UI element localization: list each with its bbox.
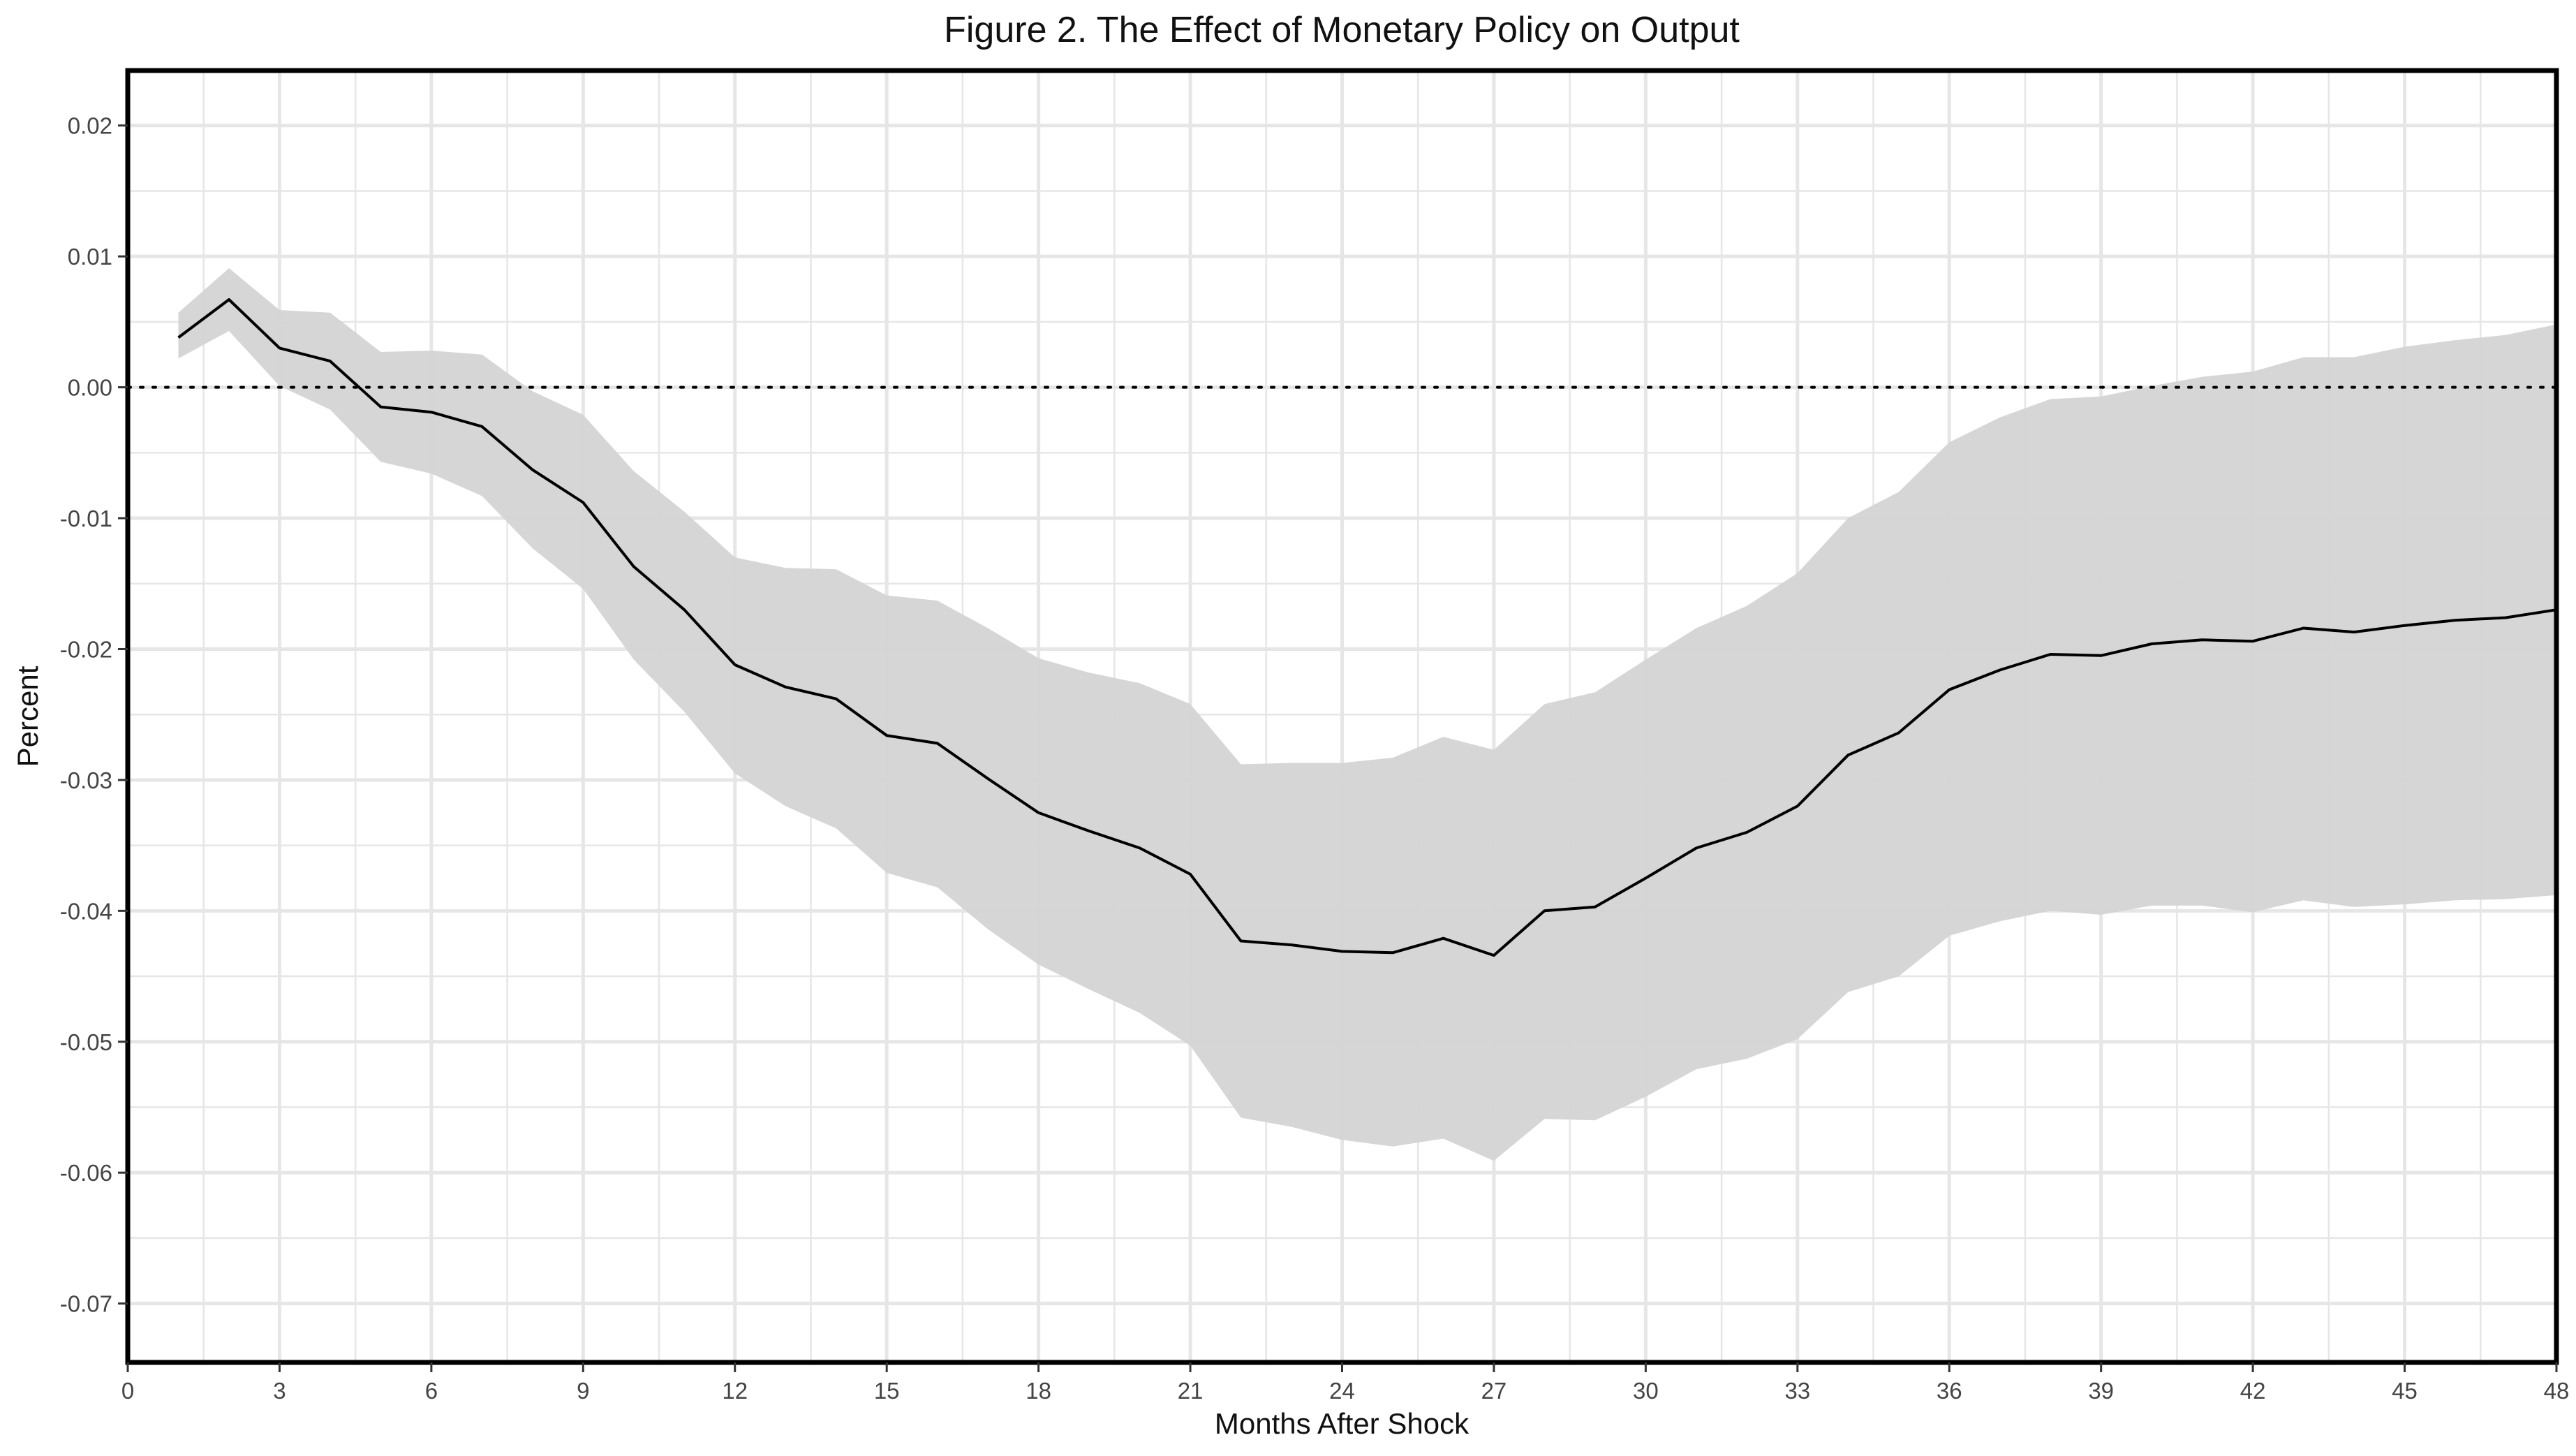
confidence-band-layer: [178, 268, 2556, 1161]
x-tick-label: 30: [1633, 1378, 1659, 1404]
y-axis-ticks: 0.02 0.01 0.00 -0.01 -0.02 -0.03 -0.04 -0.05 -0.…: [60, 113, 128, 1317]
x-tick-label: 27: [1481, 1378, 1507, 1404]
x-tick-label: 39: [2088, 1378, 2114, 1404]
x-tick-label: 33: [1784, 1378, 1810, 1404]
y-tick-label: -0.02: [60, 636, 112, 662]
x-tick-label: 6: [425, 1378, 438, 1404]
y-tick-label: -0.06: [60, 1160, 112, 1186]
impulse-response-line: [177, 298, 2557, 957]
x-axis-label: Months After Shock: [1215, 1407, 1470, 1440]
x-tick-label: 24: [1329, 1378, 1355, 1404]
x-tick-label: 36: [1937, 1378, 1962, 1404]
x-tick-label: 9: [577, 1378, 589, 1404]
x-axis-ticks: 0 3 6 9 12 15 18 21 24 27 30 33 36 39 42 45 48: [121, 1362, 2570, 1404]
y-tick-label: -0.05: [60, 1029, 112, 1055]
x-tick-label: 21: [1178, 1378, 1204, 1404]
x-tick-label: 0: [121, 1378, 134, 1404]
x-tick-label: 45: [2392, 1378, 2418, 1404]
confidence-band: [178, 268, 2556, 1161]
y-tick-label: -0.03: [60, 767, 112, 793]
x-tick-label: 48: [2544, 1378, 2570, 1404]
x-tick-label: 15: [874, 1378, 900, 1404]
y-tick-label: -0.04: [60, 898, 112, 924]
x-tick-label: 42: [2240, 1378, 2266, 1404]
x-tick-label: 3: [273, 1378, 286, 1404]
x-tick-label: 18: [1026, 1378, 1051, 1404]
chart-title: Figure 2. The Effect of Monetary Policy …: [944, 10, 1740, 50]
y-tick-label: -0.07: [60, 1291, 112, 1317]
x-tick-label: 12: [722, 1378, 748, 1404]
y-tick-label: 0.01: [68, 244, 112, 270]
impulse-response-layer: [177, 298, 2557, 957]
y-tick-label: -0.01: [60, 506, 112, 531]
y-tick-label: 0.02: [68, 113, 112, 139]
y-axis-label: Percent: [11, 666, 44, 767]
y-tick-label: 0.00: [68, 375, 112, 401]
